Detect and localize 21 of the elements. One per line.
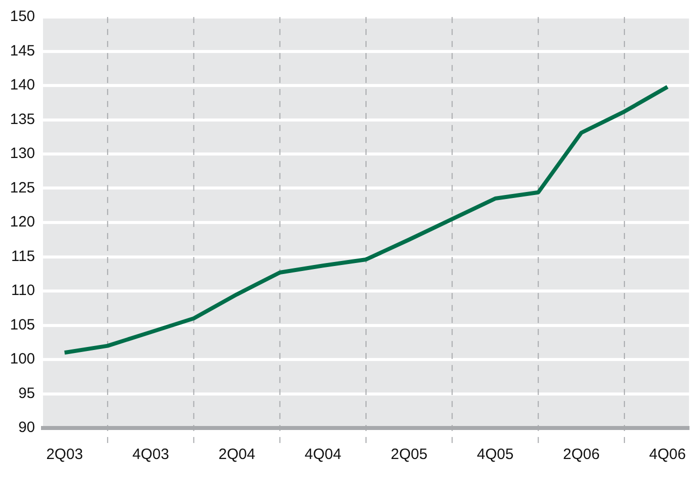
x-tick-label: 2Q04: [218, 446, 256, 464]
y-tick-label: 95: [18, 384, 36, 402]
y-tick-label: 145: [10, 42, 36, 60]
x-tick-label: 4Q06: [649, 446, 686, 464]
y-tick-label: 100: [10, 350, 36, 368]
y-tick-label: 115: [11, 248, 36, 265]
x-tick-label: 4Q05: [476, 446, 514, 464]
x-tick-label: 4Q04: [304, 446, 342, 464]
y-tick-label: 125: [10, 179, 36, 196]
y-tick-label: 150: [10, 8, 36, 26]
y-tick-label: 135: [10, 110, 36, 128]
x-tick-label: 2Q06: [562, 446, 600, 464]
x-tick-label: 4Q03: [132, 446, 170, 464]
y-tick-label: 90: [18, 419, 36, 436]
y-tick-label: 140: [10, 76, 36, 94]
y-tick-label: 120: [10, 214, 36, 231]
y-tick-label: 110: [11, 282, 36, 300]
y-tick-label: 130: [10, 145, 36, 162]
x-tick-label: 2Q03: [46, 446, 83, 464]
y-tick-label: 105: [10, 316, 36, 334]
x-tick-label: 2Q05: [390, 446, 428, 464]
